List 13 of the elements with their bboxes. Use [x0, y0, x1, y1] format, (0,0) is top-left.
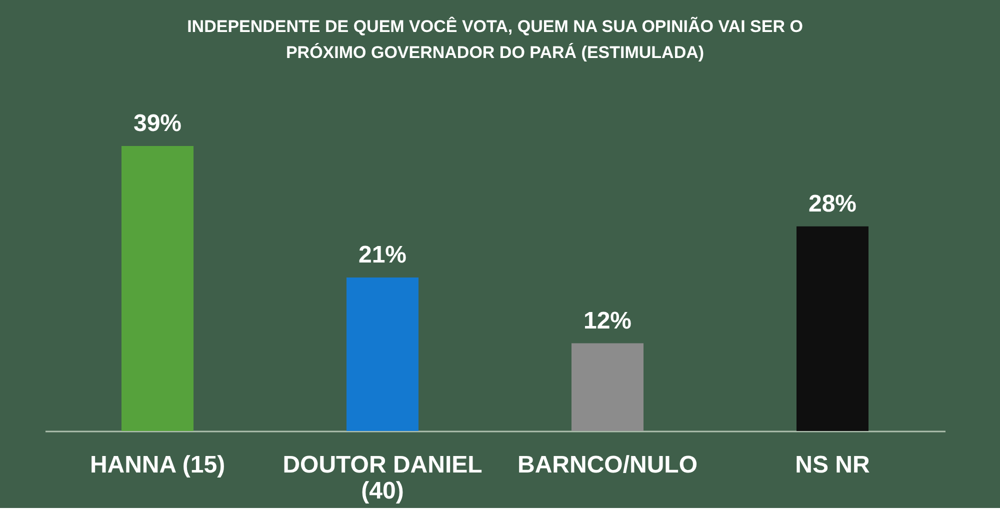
bar [572, 343, 644, 431]
x-tick-label: DOUTOR DANIEL (40) [282, 452, 482, 504]
x-tick-label: HANNA (15) [90, 452, 226, 478]
data-label: 28% [808, 190, 857, 218]
data-label: 12% [583, 307, 632, 334]
data-label: 21% [358, 242, 407, 269]
bar [796, 226, 868, 431]
bar [346, 278, 418, 431]
x-tick-label: BARNCO/NULO [518, 452, 698, 478]
chart-title: INDEPENDENTE DE QUEM VOCÊ VOTA, QUEM NA SUA OPINIÃO VAI SER O PRÓXIMO GOVERNADOR DO PARÁ (ESTIMULADA) [187, 16, 803, 62]
x-tick-label: NS NR [795, 452, 870, 478]
data-label: 39% [133, 110, 182, 137]
bar [122, 146, 194, 431]
